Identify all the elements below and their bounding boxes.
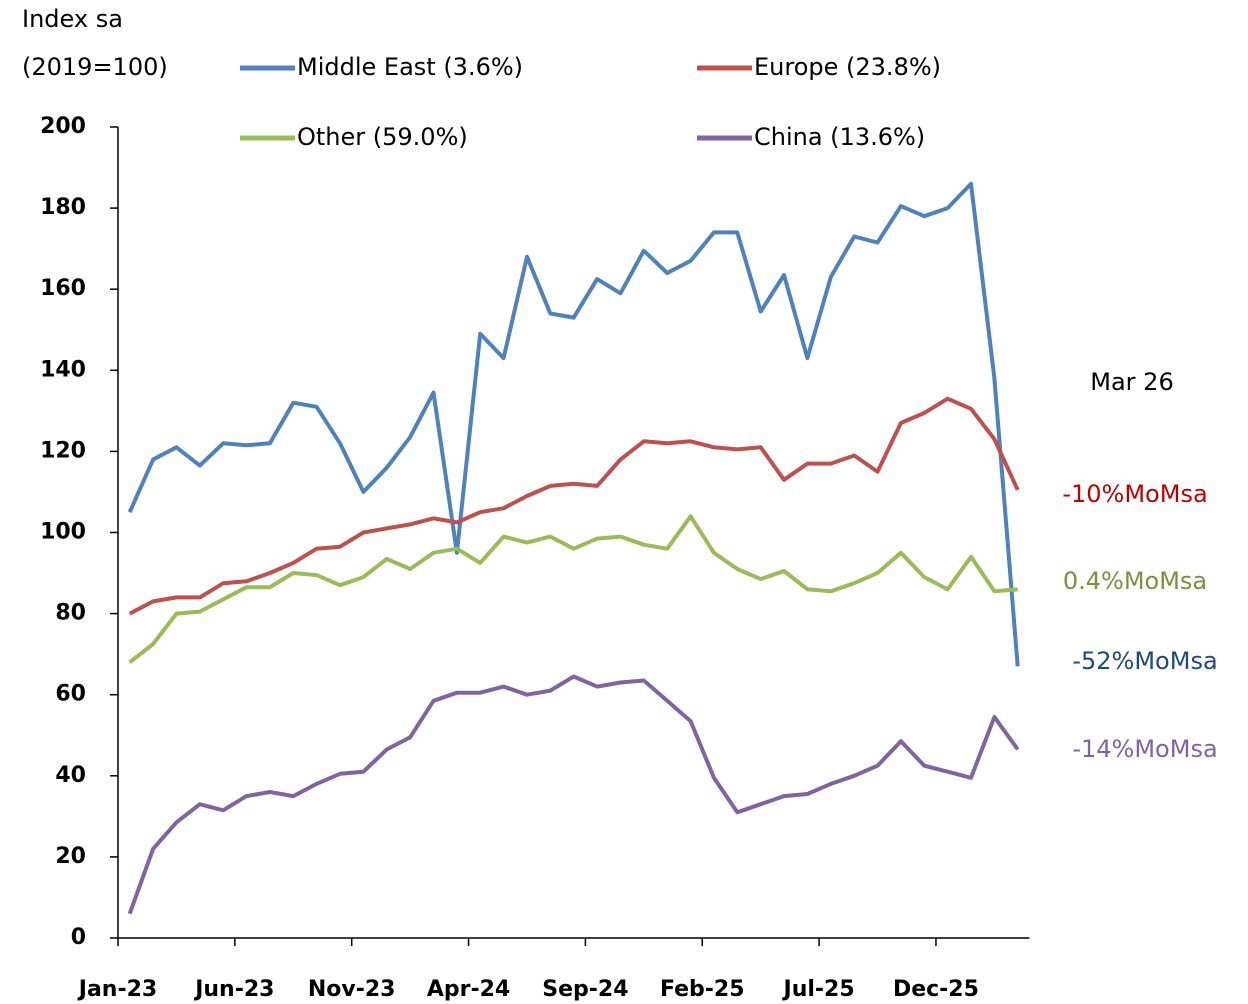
legend-label: Other (59.0%) xyxy=(297,123,468,151)
annotation: -52%MoMsa xyxy=(1072,647,1217,675)
x-tick-label: Jun-23 xyxy=(193,977,274,1002)
x-tick-label: Feb-25 xyxy=(660,977,745,1002)
legend-label: Middle East (3.6%) xyxy=(297,53,523,81)
y-tick-label: 20 xyxy=(55,844,86,869)
y-tick-label: 120 xyxy=(40,438,86,463)
series-line xyxy=(128,396,1020,616)
y-tick-label: 100 xyxy=(40,520,86,545)
y-tick-label: 160 xyxy=(40,276,86,301)
y-tick-label: 60 xyxy=(55,682,86,707)
y-label: Index sa xyxy=(22,5,123,33)
y-label: (2019=100) xyxy=(22,53,168,81)
annotation: Mar 26 xyxy=(1090,368,1173,396)
y-tick-label: 180 xyxy=(40,195,86,220)
series-line xyxy=(127,181,1020,667)
legend-label: Europe (23.8%) xyxy=(754,53,941,81)
x-tick-label: Sep-24 xyxy=(542,977,628,1002)
y-tick-label: 40 xyxy=(55,763,86,788)
y-tick-label: 200 xyxy=(40,114,86,139)
annotation: 0.4%MoMsa xyxy=(1063,567,1207,595)
x-tick-label: Apr-24 xyxy=(427,977,510,1002)
x-tick-label: Nov-23 xyxy=(308,977,396,1002)
series-line xyxy=(128,514,1018,664)
x-tick-label: Jan-23 xyxy=(77,977,157,1002)
x-tick-label: Dec-25 xyxy=(893,977,979,1002)
y-tick-label: 80 xyxy=(55,601,86,626)
legend-label: China (13.6%) xyxy=(754,123,925,151)
y-tick-label: 0 xyxy=(71,925,86,950)
series-line xyxy=(127,674,1020,915)
y-tick-label: 140 xyxy=(40,357,86,382)
annotation: -10%MoMsa xyxy=(1062,480,1207,508)
x-tick-label: Jul-25 xyxy=(782,977,855,1002)
annotation: -14%MoMsa xyxy=(1072,735,1217,763)
